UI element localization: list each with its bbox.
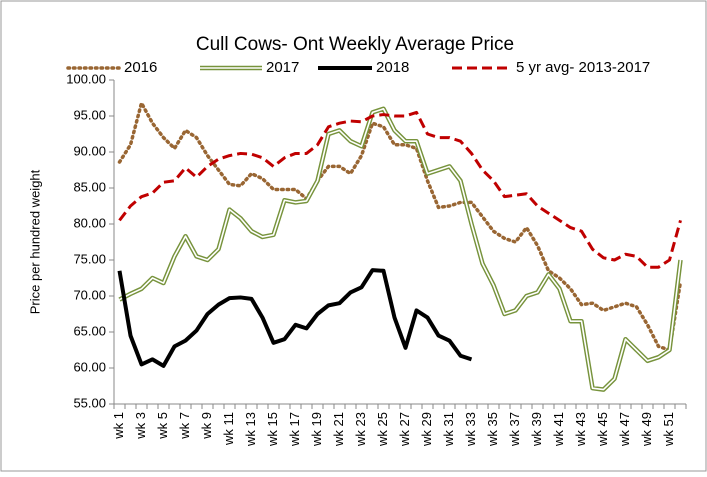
series-line-inner <box>119 108 682 391</box>
x-tick-label: wk 49 <box>639 412 654 447</box>
x-tick-label: wk 47 <box>617 412 632 447</box>
y-tick-label: 60.00 <box>73 359 106 374</box>
x-tick-label: wk 5 <box>155 412 170 440</box>
x-tick-label: wk 43 <box>573 412 588 447</box>
x-tick-label: wk 35 <box>485 412 500 447</box>
y-tick-label: 90.00 <box>73 143 106 158</box>
chart-title: Cull Cows- Ont Weekly Average Price <box>196 34 514 55</box>
x-tick-label: wk 19 <box>309 412 324 447</box>
x-tick-label: wk 17 <box>287 412 302 447</box>
y-tick-label: 70.00 <box>73 287 106 302</box>
legend-label: 2017 <box>266 59 299 76</box>
legend-label: 2018 <box>376 59 409 76</box>
x-tick-label: wk 15 <box>265 412 280 447</box>
x-tick-label: wk 9 <box>199 412 214 440</box>
x-tick-label: wk 37 <box>507 412 522 447</box>
x-tick-label: wk 7 <box>177 412 192 440</box>
series-line <box>117 268 473 368</box>
x-tick-label: wk 41 <box>551 412 566 447</box>
x-tick-label: wk 51 <box>661 412 676 447</box>
x-tick-label: wk 45 <box>595 412 610 447</box>
x-tick-label: wk 11 <box>221 412 236 446</box>
y-tick-label: 65.00 <box>73 323 106 338</box>
y-axis-label: Price per hundred weight <box>27 169 42 314</box>
series-line <box>118 110 682 269</box>
y-tick-label: 55.00 <box>73 395 106 410</box>
x-tick-label: wk 29 <box>419 412 434 447</box>
x-tick-label: wk 31 <box>441 412 456 447</box>
x-tick-label: wk 33 <box>463 412 478 447</box>
y-tick-label: 85.00 <box>73 179 106 194</box>
legend-label: 5 yr avg- 2013-2017 <box>516 59 650 76</box>
x-tick-label: wk 3 <box>133 412 148 440</box>
x-tick-label: wk 21 <box>331 412 346 447</box>
x-tick-label: wk 27 <box>397 412 412 447</box>
y-tick-label: 75.00 <box>73 251 106 266</box>
x-tick-label: wk 25 <box>375 412 390 447</box>
y-tick-label: 100.00 <box>66 71 106 86</box>
y-tick-label: 95.00 <box>73 107 106 122</box>
x-tick-label: wk 23 <box>353 412 368 447</box>
x-tick-label: wk 39 <box>529 412 544 447</box>
y-tick-label: 80.00 <box>73 215 106 230</box>
x-tick-label: wk 13 <box>243 412 258 447</box>
legend-label: 2016 <box>124 59 157 76</box>
x-tick-label: wk 1 <box>111 412 126 440</box>
